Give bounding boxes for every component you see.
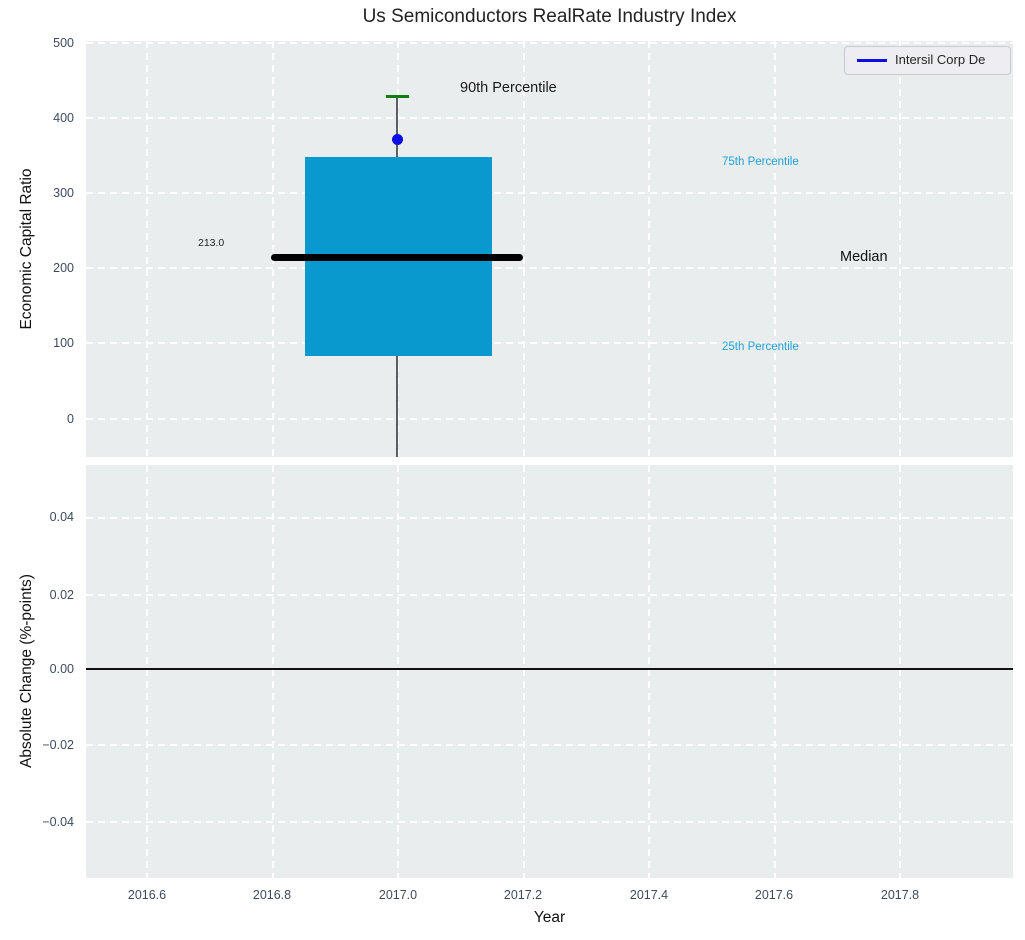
zero-reference-line bbox=[86, 668, 1013, 670]
median-line bbox=[271, 254, 523, 261]
chart-title: Us Semiconductors RealRate Industry Inde… bbox=[362, 6, 737, 27]
gridline bbox=[86, 821, 1013, 823]
gridline bbox=[397, 465, 399, 878]
gridline bbox=[523, 41, 525, 457]
top-axes: 90th Percentile 75th Percentile Median 2… bbox=[86, 41, 1013, 457]
ytick-top: 100 bbox=[53, 336, 74, 350]
xtick: 2016.6 bbox=[127, 888, 167, 902]
x-axis-label: Year bbox=[533, 909, 566, 926]
p25-label: 25th Percentile bbox=[722, 341, 799, 353]
xtick: 2016.8 bbox=[252, 888, 292, 902]
ytick-top: 500 bbox=[53, 36, 74, 50]
company-point-marker bbox=[392, 134, 403, 145]
gridline bbox=[86, 594, 1013, 596]
gridline bbox=[86, 117, 1013, 119]
ytick-bottom: 0.00 bbox=[49, 662, 74, 676]
gridline bbox=[774, 41, 776, 457]
gridline bbox=[146, 41, 148, 457]
gridline bbox=[86, 744, 1013, 746]
legend-line-sample bbox=[857, 59, 887, 62]
ytick-top: 400 bbox=[53, 111, 74, 125]
ytick-top: 0 bbox=[67, 412, 74, 426]
gridline bbox=[899, 465, 901, 878]
gridline bbox=[899, 41, 901, 457]
xtick: 2017.2 bbox=[503, 888, 543, 902]
p90-cap bbox=[386, 95, 409, 98]
ytick-bottom: −0.02 bbox=[42, 738, 74, 752]
legend-label: Intersil Corp De bbox=[895, 52, 986, 67]
p90-label: 90th Percentile bbox=[460, 80, 557, 96]
legend: Intersil Corp De bbox=[844, 46, 1011, 75]
gridline bbox=[86, 192, 1013, 194]
gridline bbox=[86, 267, 1013, 269]
gridline bbox=[523, 465, 525, 878]
ytick-top: 200 bbox=[53, 261, 74, 275]
gridline bbox=[648, 41, 650, 457]
median-label: Median bbox=[840, 249, 888, 265]
ytick-bottom: 0.04 bbox=[49, 510, 74, 524]
gridline bbox=[86, 418, 1013, 420]
xtick: 2017.4 bbox=[629, 888, 669, 902]
xtick: 2017.6 bbox=[754, 888, 794, 902]
bottom-y-axis-label: Absolute Change (%-points) bbox=[18, 574, 35, 768]
ytick-bottom: −0.04 bbox=[42, 815, 74, 829]
gridline bbox=[86, 517, 1013, 519]
xtick: 2017.0 bbox=[378, 888, 418, 902]
ytick-bottom: 0.02 bbox=[49, 588, 74, 602]
bottom-axes bbox=[86, 465, 1013, 878]
top-y-axis-label: Economic Capital Ratio bbox=[18, 168, 35, 330]
gridline bbox=[86, 342, 1013, 344]
median-value-label: 213.0 bbox=[198, 237, 225, 249]
gridline bbox=[774, 465, 776, 878]
xtick: 2017.8 bbox=[880, 888, 920, 902]
gridline bbox=[86, 42, 1013, 44]
ytick-top: 300 bbox=[53, 186, 74, 200]
gridline bbox=[146, 465, 148, 878]
gridline bbox=[648, 465, 650, 878]
gridline bbox=[272, 465, 274, 878]
p75-label: 75th Percentile bbox=[722, 156, 799, 168]
gridline bbox=[272, 41, 274, 457]
